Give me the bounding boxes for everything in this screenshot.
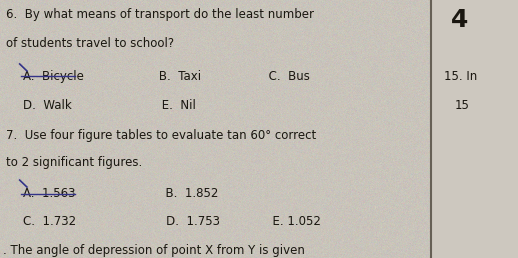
Text: 15: 15	[455, 99, 470, 112]
Text: 15. In: 15. In	[444, 70, 478, 83]
Text: . The angle of depression of point X from Y is given: . The angle of depression of point X fro…	[3, 244, 305, 257]
Text: 4: 4	[451, 8, 468, 32]
Text: 6.  By what means of transport do the least number: 6. By what means of transport do the lea…	[6, 8, 314, 21]
Bar	[431, 0, 518, 258]
Text: D.  Walk                        E.  Nil: D. Walk E. Nil	[23, 99, 196, 112]
Text: of students travel to school?: of students travel to school?	[6, 37, 175, 50]
Text: A.  Bicycle                    B.  Taxi                  C.  Bus: A. Bicycle B. Taxi C. Bus	[23, 70, 310, 83]
Text: to 2 significant figures.: to 2 significant figures.	[6, 156, 142, 169]
Text: 7.  Use four figure tables to evaluate tan 60° correct: 7. Use four figure tables to evaluate ta…	[6, 129, 316, 142]
Text: C.  1.732                        D.  1.753              E. 1.052: C. 1.732 D. 1.753 E. 1.052	[23, 215, 321, 228]
Text: A.  1.563                        B.  1.852: A. 1.563 B. 1.852	[23, 187, 219, 200]
